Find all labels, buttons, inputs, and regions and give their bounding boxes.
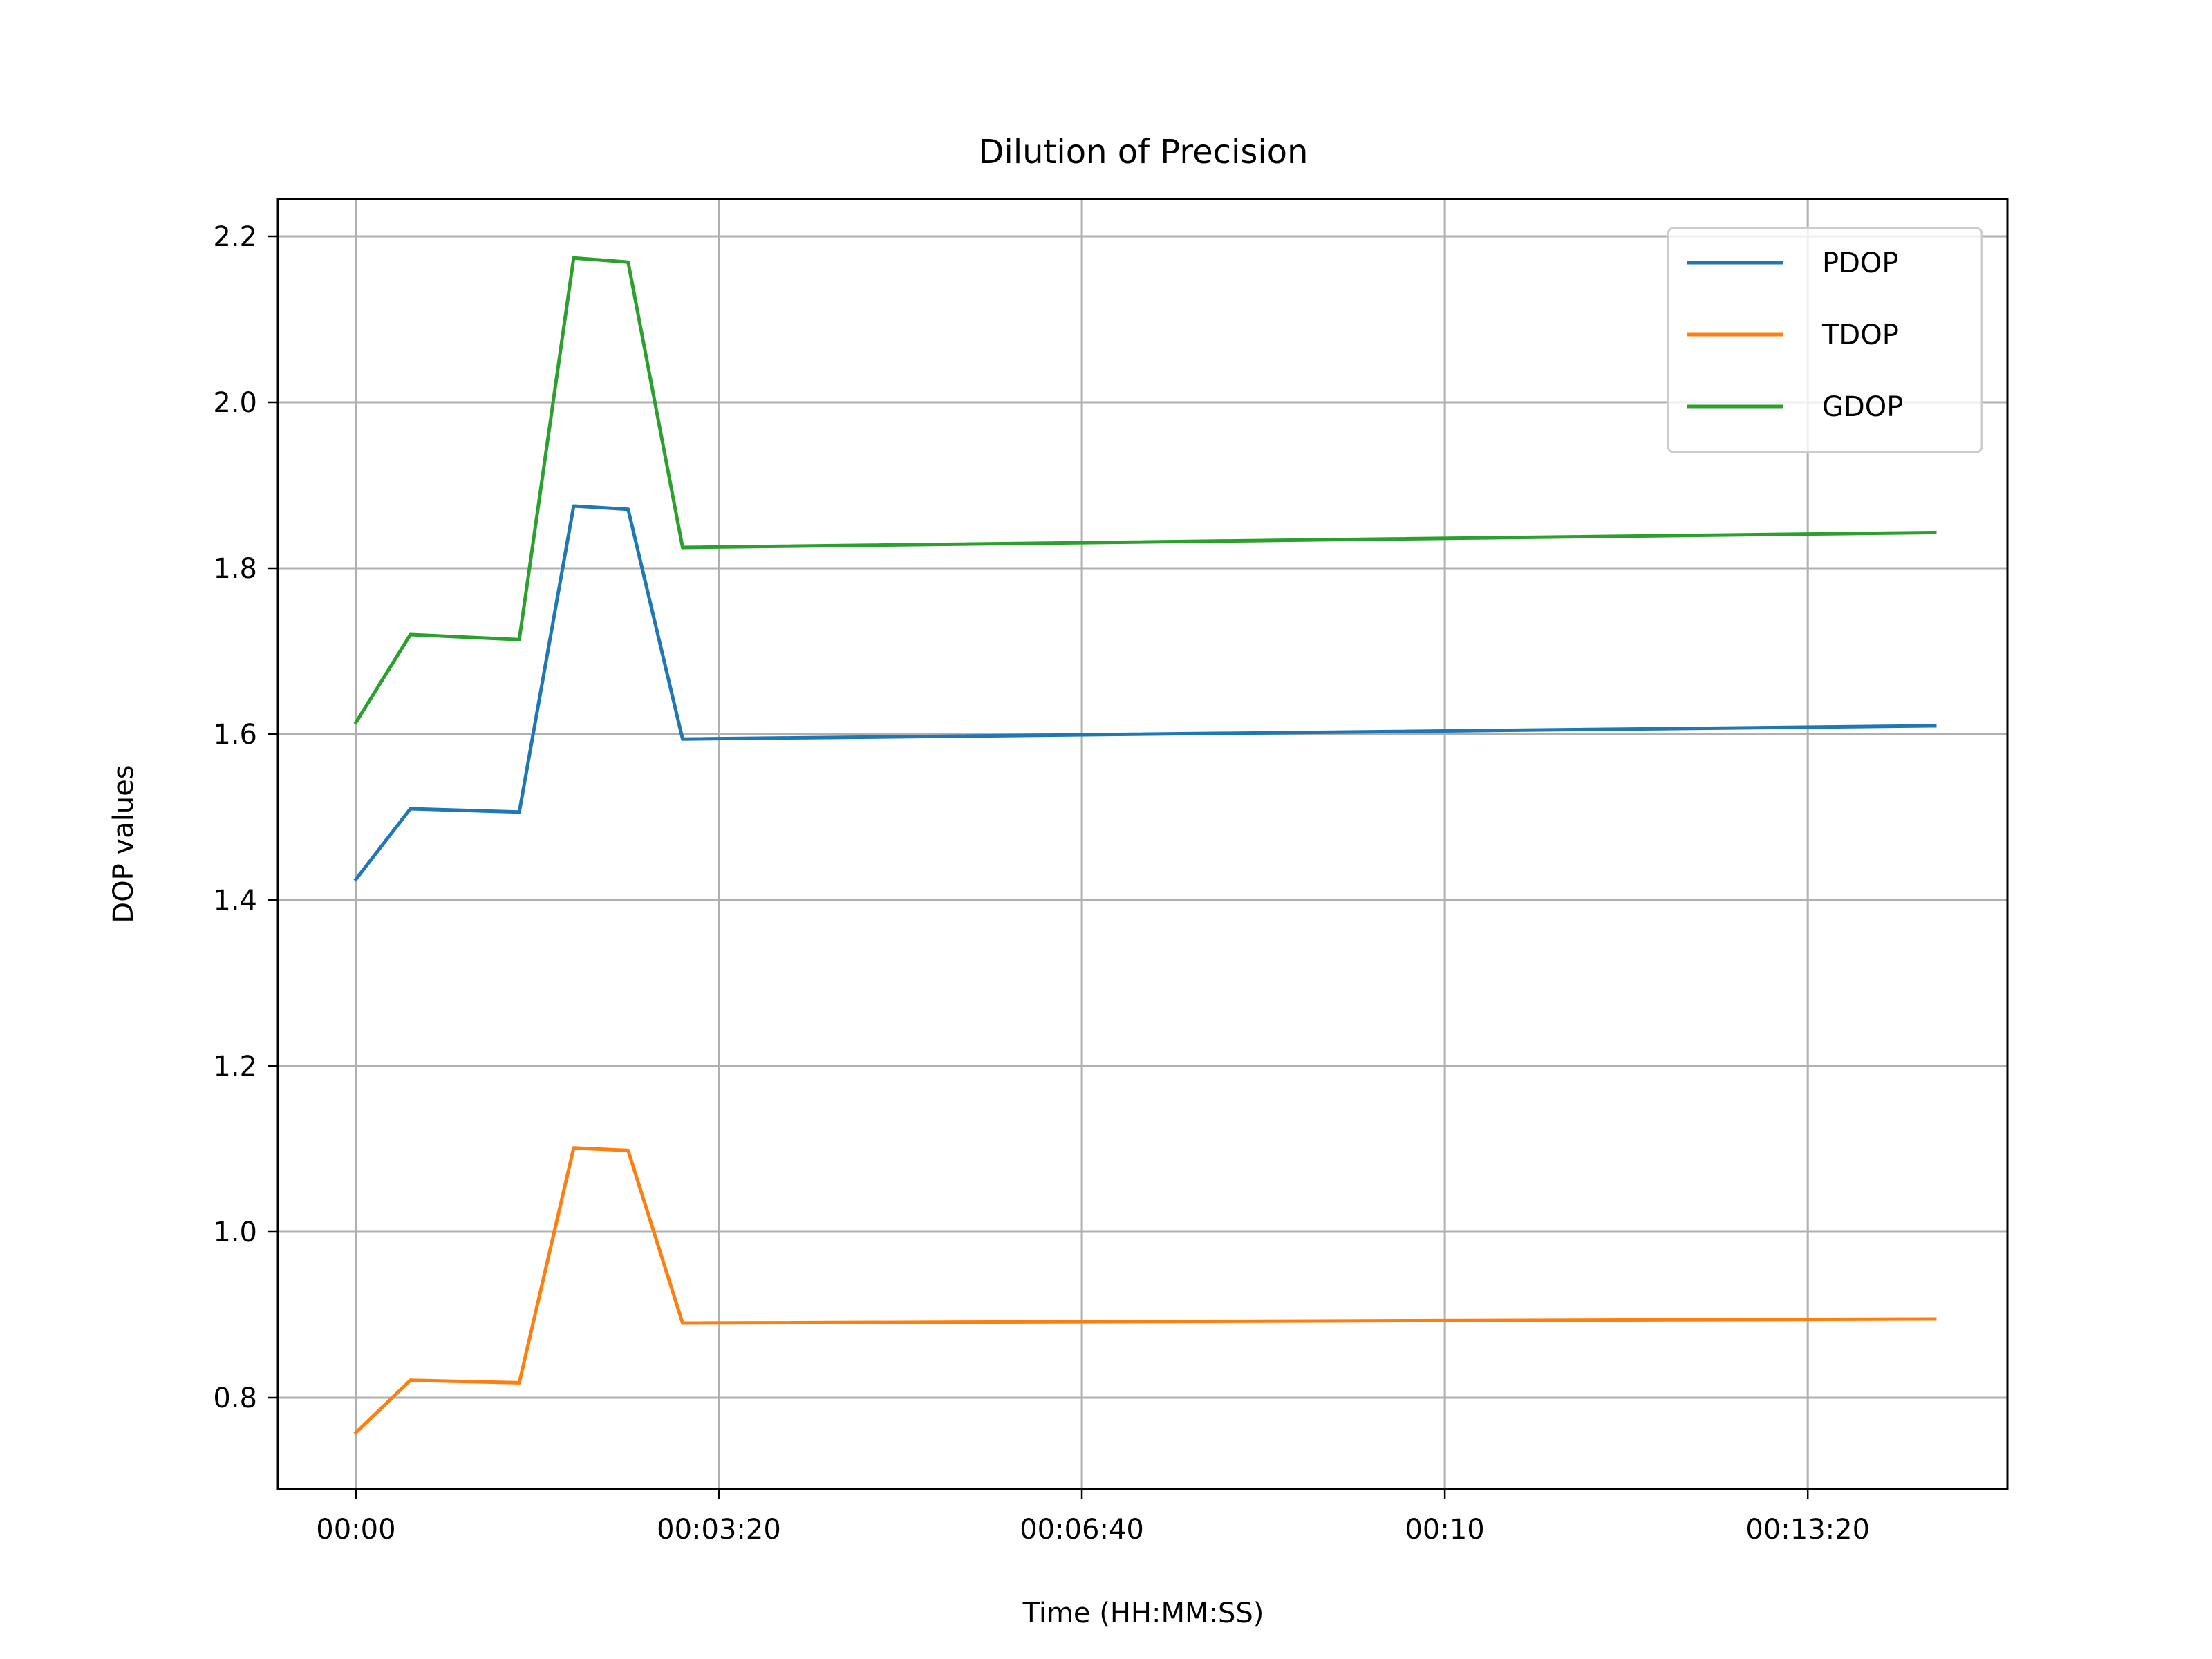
y-tick-label: 1.2: [213, 1051, 257, 1082]
y-tick-label: 0.8: [213, 1382, 257, 1414]
x-axis-ticks: 00:00 00:03:20 00:06:40 00:10 00:13:20: [316, 1489, 1870, 1546]
x-tick-label: 00:00: [316, 1514, 395, 1546]
series-line-tdop: [353, 1146, 1937, 1435]
x-tick-label: 00:13:20: [1745, 1514, 1870, 1546]
legend-label-gdop: GDOP: [1822, 391, 1903, 423]
y-tick-label: 1.8: [213, 553, 257, 585]
legend: PDOP TDOP GDOP: [1667, 227, 1983, 453]
y-axis-label: DOP values: [108, 765, 140, 923]
y-tick-label: 2.0: [213, 387, 257, 419]
x-tick-label: 00:10: [1405, 1514, 1484, 1546]
legend-box: [1667, 227, 1983, 453]
y-axis-ticks: 0.8 1.0 1.2 1.4 1.6 1.8 2.0 2.2: [213, 221, 278, 1414]
x-tick-label: 00:03:20: [657, 1514, 781, 1546]
legend-label-pdop: PDOP: [1822, 247, 1899, 279]
x-tick-label: 00:06:40: [1020, 1514, 1144, 1546]
y-tick-label: 1.0: [213, 1217, 257, 1248]
plot-frame: [276, 198, 2009, 1490]
series-line-gdop: [353, 256, 1937, 725]
legend-label-tdop: TDOP: [1821, 319, 1899, 351]
y-tick-label: 2.2: [213, 221, 257, 253]
series-lines: [353, 256, 1937, 1435]
series-line-pdop: [353, 504, 1937, 882]
x-axis-label: Time (HH:MM:SS): [1022, 1597, 1264, 1629]
y-tick-label: 1.6: [213, 719, 257, 751]
y-tick-label: 1.4: [213, 885, 257, 917]
chart-title: Dilution of Precision: [979, 133, 1309, 171]
